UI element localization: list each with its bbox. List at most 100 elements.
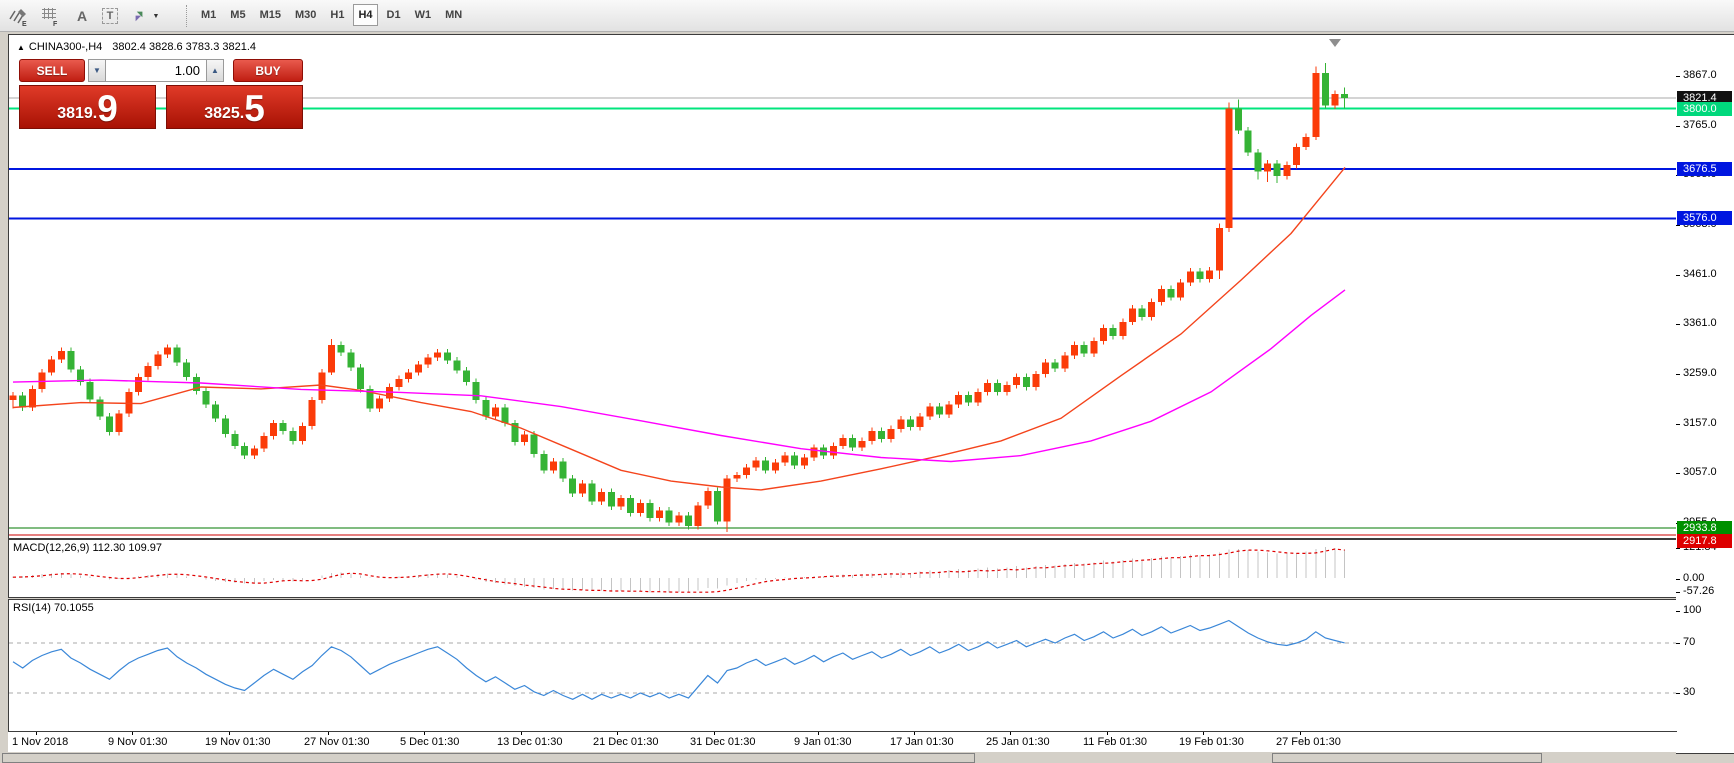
chart-window: ▲ CHINA300-,H4 3802.4 3828.6 3783.3 3821.4… xyxy=(0,32,1734,763)
date-tickmark xyxy=(229,732,230,735)
collapse-arrow-icon[interactable]: ▲ xyxy=(17,43,25,52)
axis-tickmark xyxy=(1676,579,1680,580)
date-label: 27 Feb 01:30 xyxy=(1276,736,1341,748)
symbol-name: CHINA300-,H4 xyxy=(28,41,103,53)
timeframe-button-mn[interactable]: MN xyxy=(445,9,463,21)
axis-tickmark xyxy=(1676,548,1680,549)
volume-decrease-button[interactable]: ▼ xyxy=(88,59,106,82)
date-tickmark xyxy=(714,732,715,735)
arrows-tool-icon[interactable] xyxy=(128,4,152,28)
date-tickmark xyxy=(328,732,329,735)
text-label-icon[interactable]: T xyxy=(98,4,122,28)
macd-label: MACD(12,26,9) 112.30 109.97 xyxy=(13,542,162,554)
rsi-label: RSI(14) 70.1055 xyxy=(13,602,94,614)
price-badge-3576.0: 3576.0 xyxy=(1677,211,1732,225)
grid-icon[interactable]: F xyxy=(38,4,62,28)
macd-pane[interactable]: MACD(12,26,9) 112.30 109.97 xyxy=(8,539,1677,598)
timeframe-button-d1[interactable]: D1 xyxy=(386,9,401,21)
chart-title: ▲ CHINA300-,H4 3802.4 3828.6 3783.3 3821.4 xyxy=(17,41,256,53)
buy-price-pip: 5 xyxy=(244,88,265,129)
timeframe-button-h4[interactable]: H4 xyxy=(353,4,378,26)
price-tick-3461.0: 3461.0 xyxy=(1683,267,1717,280)
toolbar: E F A T ▼ M1 M5 M15 M30 H1 H4 D1 W1 MN xyxy=(0,0,1734,32)
toolbar-separator xyxy=(186,5,188,27)
price-tick-3867.0: 3867.0 xyxy=(1683,68,1717,81)
sell-price-button[interactable]: 3819. 9 xyxy=(19,85,156,129)
price-badge-3821.4: 3821.4 xyxy=(1677,91,1732,105)
chart-shift-marker-icon[interactable] xyxy=(1329,39,1341,47)
date-tickmark xyxy=(132,732,133,735)
buy-price-main: 3825 xyxy=(204,105,240,122)
timeframe-button-m1[interactable]: M1 xyxy=(201,9,217,21)
axis-tickmark xyxy=(1676,224,1680,226)
macd-tick--57.26: -57.26 xyxy=(1683,585,1715,597)
sell-price-main: 3819 xyxy=(57,105,93,122)
date-label: 11 Feb 01:30 xyxy=(1083,736,1148,748)
date-label: 1 Nov 2018 xyxy=(12,736,69,748)
date-label: 25 Jan 01:30 xyxy=(986,736,1050,748)
price-badge-2917.8: 2917.8 xyxy=(1677,534,1732,548)
axis-tickmark xyxy=(1676,373,1680,375)
axis-tickmark xyxy=(1676,423,1680,425)
rsi-chart-canvas[interactable] xyxy=(9,600,1676,731)
price-tick-3361.0: 3361.0 xyxy=(1683,316,1717,329)
rsi-tick-30: 30 xyxy=(1683,686,1696,698)
macd-chart-canvas[interactable] xyxy=(9,540,1676,597)
axis-tickmark xyxy=(1676,592,1680,593)
volume-input[interactable] xyxy=(106,59,206,82)
timeframe-button-m5[interactable]: M5 xyxy=(230,9,246,21)
timeframe-button-w1[interactable]: W1 xyxy=(414,9,432,21)
date-label: 5 Dec 01:30 xyxy=(400,736,460,748)
date-axis[interactable]: 1 Nov 2018 9 Nov 01:30 19 Nov 01:30 27 Nov … xyxy=(8,731,1677,752)
ohlc-values: 3802.4 3828.6 3783.3 3821.4 xyxy=(112,41,257,53)
buy-button[interactable]: BUY xyxy=(233,59,303,82)
chart-tab[interactable] xyxy=(2,753,975,763)
rsi-tick-100: 100 xyxy=(1683,604,1702,616)
price-badge-3676.5: 3676.5 xyxy=(1677,162,1732,176)
date-label: 19 Nov 01:30 xyxy=(205,736,271,748)
price-chart-canvas[interactable] xyxy=(9,35,1676,538)
chart-tab[interactable] xyxy=(1272,753,1542,763)
one-click-trading-panel: SELL ▼ ▲ BUY 3819.9 3825.5 xyxy=(19,59,303,131)
date-tickmark xyxy=(914,732,915,735)
date-tickmark xyxy=(1300,732,1301,735)
date-tickmark xyxy=(1107,732,1108,735)
sell-price-pip: 9 xyxy=(97,88,118,129)
axis-tickmark xyxy=(1676,472,1680,474)
expert-advisors-icon[interactable]: E xyxy=(6,4,30,28)
rsi-pane[interactable]: RSI(14) 70.1055 xyxy=(8,599,1677,732)
timeframe-button-m30[interactable]: M30 xyxy=(294,9,317,21)
price-axis[interactable]: 3867.03765.03665.03563.03461.03361.03259… xyxy=(1676,34,1734,754)
svg-text:E: E xyxy=(22,21,27,27)
price-tick-3157.0: 3157.0 xyxy=(1683,416,1717,429)
date-tickmark xyxy=(818,732,819,735)
price-badge-2933.8: 2933.8 xyxy=(1677,521,1732,535)
axis-tickmark xyxy=(1676,643,1680,644)
price-pane[interactable]: ▲ CHINA300-,H4 3802.4 3828.6 3783.3 3821.4… xyxy=(8,34,1677,539)
axis-tickmark xyxy=(1676,611,1680,612)
date-label: 19 Feb 01:30 xyxy=(1179,736,1244,748)
timeframe-button-m15[interactable]: M15 xyxy=(259,9,281,21)
chevron-down-icon[interactable]: ▼ xyxy=(152,12,160,20)
timeframe-bar: M1 M5 M15 M30 H1 H4 D1 W1 MN xyxy=(196,4,471,28)
macd-tick-0.00: 0.00 xyxy=(1683,572,1705,584)
date-label: 13 Dec 01:30 xyxy=(497,736,563,748)
price-badge-3800.0: 3800.0 xyxy=(1677,102,1732,116)
sell-button[interactable]: SELL xyxy=(19,59,85,82)
date-label: 9 Jan 01:30 xyxy=(794,736,852,748)
date-tickmark xyxy=(1010,732,1011,735)
axis-tickmark xyxy=(1676,274,1680,276)
date-tickmark xyxy=(424,732,425,735)
volume-increase-button[interactable]: ▲ xyxy=(206,59,224,82)
timeframe-button-h1[interactable]: H1 xyxy=(330,9,345,21)
price-tick-3765.0: 3765.0 xyxy=(1683,118,1717,131)
svg-text:F: F xyxy=(53,21,58,27)
price-tick-3259.0: 3259.0 xyxy=(1683,366,1717,379)
font-icon[interactable]: A xyxy=(76,8,88,24)
buy-price-button[interactable]: 3825. 5 xyxy=(166,85,303,129)
rsi-tick-70: 70 xyxy=(1683,636,1696,648)
date-label: 9 Nov 01:30 xyxy=(108,736,168,748)
sell-price-sep: . xyxy=(92,105,98,122)
date-tickmark xyxy=(521,732,522,735)
date-label: 27 Nov 01:30 xyxy=(304,736,370,748)
